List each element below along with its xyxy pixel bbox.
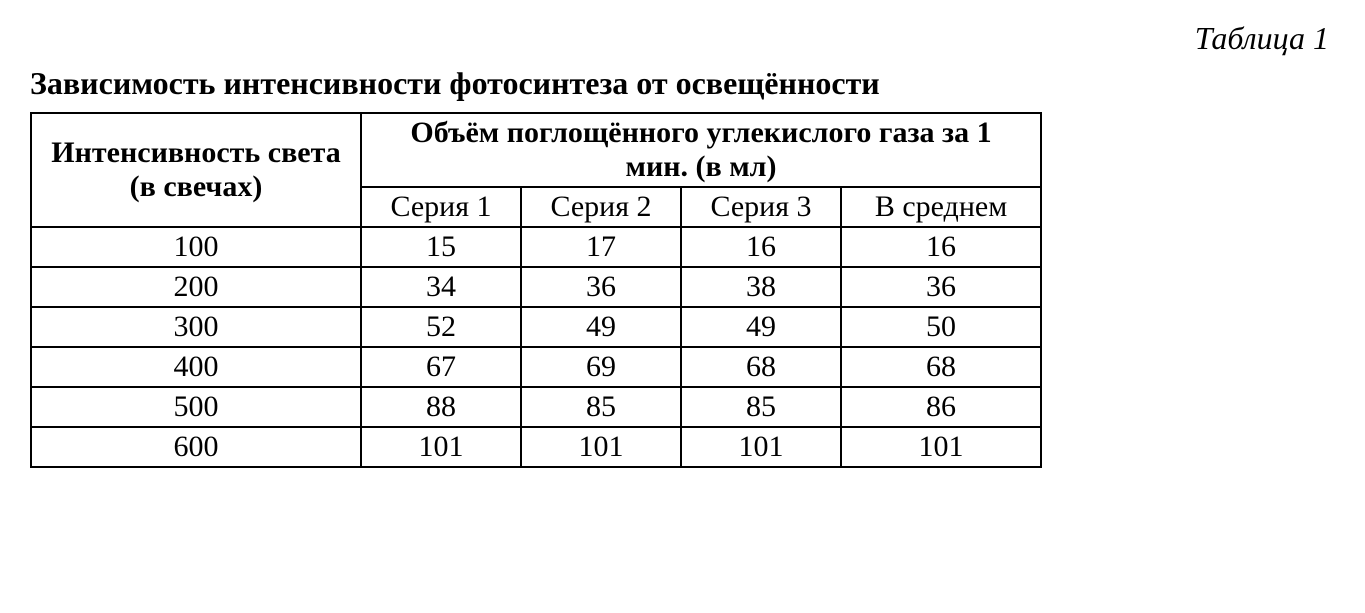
value-cell: 49 (681, 307, 841, 347)
value-cell: 16 (681, 227, 841, 267)
value-cell: 52 (361, 307, 521, 347)
table-number-label: Таблица 1 (30, 20, 1335, 57)
sub-header-average: В среднем (841, 187, 1041, 227)
value-cell: 86 (841, 387, 1041, 427)
intensity-cell: 100 (31, 227, 361, 267)
value-cell: 69 (521, 347, 681, 387)
value-cell: 67 (361, 347, 521, 387)
value-cell: 101 (841, 427, 1041, 467)
group-header: Объём поглощённого углекислого газа за 1… (361, 113, 1041, 187)
value-cell: 34 (361, 267, 521, 307)
intensity-cell: 600 (31, 427, 361, 467)
table-row: 400 67 69 68 68 (31, 347, 1041, 387)
value-cell: 101 (681, 427, 841, 467)
value-cell: 101 (521, 427, 681, 467)
value-cell: 36 (841, 267, 1041, 307)
table-row: 200 34 36 38 36 (31, 267, 1041, 307)
value-cell: 68 (841, 347, 1041, 387)
data-table: Интенсивность света (в свечах) Объём пог… (30, 112, 1042, 468)
value-cell: 16 (841, 227, 1041, 267)
intensity-cell: 400 (31, 347, 361, 387)
value-cell: 50 (841, 307, 1041, 347)
sub-header-2: Серия 2 (521, 187, 681, 227)
table-row: 500 88 85 85 86 (31, 387, 1041, 427)
intensity-cell: 200 (31, 267, 361, 307)
table-row: 300 52 49 49 50 (31, 307, 1041, 347)
table-row: 600 101 101 101 101 (31, 427, 1041, 467)
row-header: Интенсивность света (в свечах) (31, 113, 361, 227)
value-cell: 88 (361, 387, 521, 427)
table-row: 100 15 17 16 16 (31, 227, 1041, 267)
intensity-cell: 500 (31, 387, 361, 427)
sub-header-3: Серия 3 (681, 187, 841, 227)
table-title: Зависимость интенсивности фотосинтеза от… (30, 65, 1335, 102)
value-cell: 49 (521, 307, 681, 347)
value-cell: 38 (681, 267, 841, 307)
value-cell: 36 (521, 267, 681, 307)
value-cell: 17 (521, 227, 681, 267)
sub-header-1: Серия 1 (361, 187, 521, 227)
value-cell: 15 (361, 227, 521, 267)
value-cell: 101 (361, 427, 521, 467)
value-cell: 85 (521, 387, 681, 427)
value-cell: 68 (681, 347, 841, 387)
intensity-cell: 300 (31, 307, 361, 347)
value-cell: 85 (681, 387, 841, 427)
